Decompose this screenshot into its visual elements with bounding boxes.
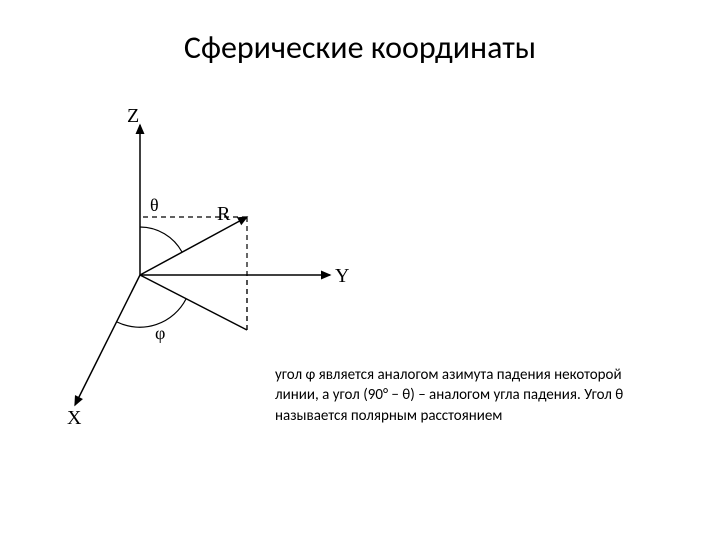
z-axis-label: Z [127, 105, 139, 128]
r-vector-label: R [217, 203, 230, 226]
phi-label: φ [155, 323, 165, 344]
theta-label: θ [150, 195, 159, 216]
theta-arc [140, 227, 182, 252]
phi-arc [117, 299, 186, 327]
page-title: Сферические координаты [0, 28, 720, 67]
vector-r [140, 217, 247, 275]
x-axis-label: X [67, 407, 81, 430]
y-axis-label: Y [335, 265, 349, 288]
projection-line [140, 275, 247, 330]
x-axis [75, 275, 140, 405]
caption-text: угол φ является аналогом азимута падения… [275, 365, 660, 426]
